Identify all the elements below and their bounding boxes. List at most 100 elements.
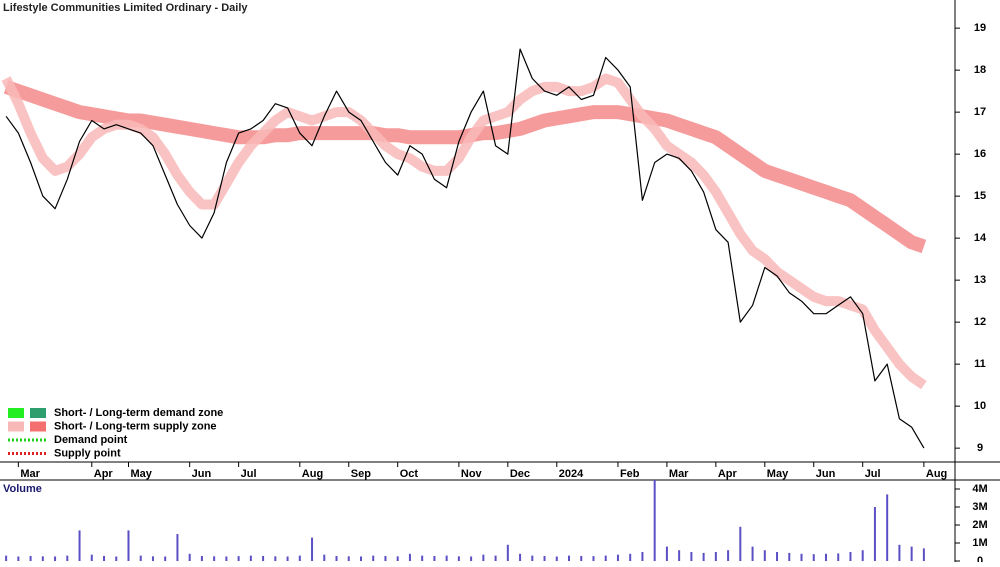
volume-bar bbox=[103, 555, 106, 561]
volume-bar bbox=[812, 554, 815, 561]
volume-bar bbox=[580, 555, 583, 561]
x-tick-label: Jul bbox=[241, 468, 257, 480]
volume-bar bbox=[751, 546, 754, 561]
volume-bar bbox=[494, 555, 497, 561]
x-tick-label: Mar bbox=[20, 468, 40, 480]
volume-bar bbox=[323, 554, 326, 561]
volume-bar bbox=[29, 555, 32, 561]
zone-band bbox=[1, 73, 927, 390]
volume-bar bbox=[604, 555, 607, 561]
volume-bar bbox=[90, 554, 93, 561]
volume-label: Volume bbox=[3, 483, 42, 495]
volume-bar bbox=[17, 556, 20, 561]
volume-bar bbox=[127, 530, 130, 561]
volume-bar bbox=[5, 555, 8, 561]
volume-bar bbox=[445, 555, 448, 561]
volume-bar bbox=[702, 552, 705, 561]
legend-label: Demand point bbox=[54, 434, 128, 446]
price-line bbox=[5, 48, 925, 449]
x-tick-label: Apr bbox=[718, 468, 738, 480]
volume-bar bbox=[653, 480, 656, 561]
zone-band bbox=[3, 80, 927, 254]
volume-bar bbox=[886, 494, 889, 561]
volume-bar bbox=[311, 537, 314, 561]
volume-bar bbox=[200, 555, 203, 561]
y-tick-label: 3M bbox=[972, 501, 987, 513]
volume-bar bbox=[776, 552, 779, 561]
volume-bar bbox=[898, 544, 901, 561]
volume-bar bbox=[482, 554, 485, 561]
volume-bar bbox=[433, 555, 436, 561]
volume-bar bbox=[359, 556, 362, 561]
volume-bar bbox=[384, 555, 387, 561]
y-tick-label: 13 bbox=[974, 274, 986, 286]
volume-bar bbox=[286, 556, 289, 561]
volume-bar bbox=[641, 552, 644, 561]
volume-bar bbox=[164, 556, 167, 561]
volume-bar bbox=[139, 555, 142, 561]
x-tick-label: Mar bbox=[669, 468, 689, 480]
y-tick-label: 4M bbox=[972, 483, 987, 495]
volume-bar bbox=[531, 555, 534, 561]
volume-bar bbox=[727, 550, 730, 561]
volume-bar bbox=[115, 556, 118, 561]
x-tick-label: Apr bbox=[94, 468, 114, 480]
x-tick-label: Dec bbox=[510, 468, 530, 480]
y-tick-label: 1M bbox=[972, 537, 987, 549]
legend-swatch bbox=[30, 408, 46, 418]
volume-bar bbox=[347, 556, 350, 561]
volume-bar bbox=[616, 554, 619, 561]
volume-bar bbox=[592, 556, 595, 561]
y-tick-label: 16 bbox=[974, 148, 986, 160]
y-tick-label: 11 bbox=[974, 358, 986, 370]
volume-bar bbox=[910, 546, 913, 561]
volume-bar bbox=[396, 556, 399, 561]
y-tick-label: 18 bbox=[974, 64, 986, 76]
volume-bar bbox=[568, 555, 571, 561]
volume-bar bbox=[849, 552, 852, 561]
volume-bar bbox=[873, 507, 876, 561]
volume-bar bbox=[543, 555, 546, 561]
volume-bar bbox=[519, 553, 522, 561]
volume-bar bbox=[213, 556, 216, 561]
x-tick-label: Aug bbox=[926, 468, 947, 480]
x-tick-label: Jun bbox=[816, 468, 836, 480]
x-tick-label: May bbox=[767, 468, 789, 480]
x-tick-label: Feb bbox=[620, 468, 640, 480]
chart-title: Lifestyle Communities Limited Ordinary -… bbox=[3, 2, 248, 14]
volume-bar bbox=[506, 544, 509, 561]
volume-bar bbox=[555, 556, 558, 561]
x-tick-label: Jun bbox=[192, 468, 212, 480]
volume-bar bbox=[408, 553, 411, 561]
y-tick-label: 17 bbox=[974, 106, 986, 118]
volume-bar bbox=[714, 552, 717, 561]
volume-bar bbox=[837, 553, 840, 561]
volume-bar bbox=[176, 534, 179, 561]
y-tick-label: 0 bbox=[977, 555, 983, 562]
volume-bar bbox=[151, 556, 154, 561]
x-tick-label: Sep bbox=[351, 468, 371, 480]
volume-bar bbox=[763, 550, 766, 561]
y-tick-label: 14 bbox=[974, 232, 987, 244]
legend-swatch bbox=[8, 408, 24, 418]
y-tick-label: 2M bbox=[972, 519, 987, 531]
x-tick-label: Aug bbox=[302, 468, 323, 480]
volume-bar bbox=[225, 556, 228, 561]
y-tick-label: 10 bbox=[974, 400, 986, 412]
volume-bar bbox=[421, 555, 424, 561]
volume-bar bbox=[188, 553, 191, 561]
volume-bar bbox=[788, 552, 791, 561]
volume-bar bbox=[665, 546, 668, 561]
volume-bar bbox=[335, 555, 338, 561]
volume-bar bbox=[262, 555, 265, 561]
y-tick-label: 9 bbox=[977, 442, 983, 454]
volume-bar bbox=[298, 555, 301, 561]
x-tick-label: Nov bbox=[461, 468, 483, 480]
x-tick-label: Oct bbox=[400, 468, 419, 480]
x-tick-label: 2024 bbox=[559, 468, 584, 480]
y-tick-label: 12 bbox=[974, 316, 986, 328]
volume-bar bbox=[457, 556, 460, 561]
volume-bar bbox=[824, 553, 827, 561]
